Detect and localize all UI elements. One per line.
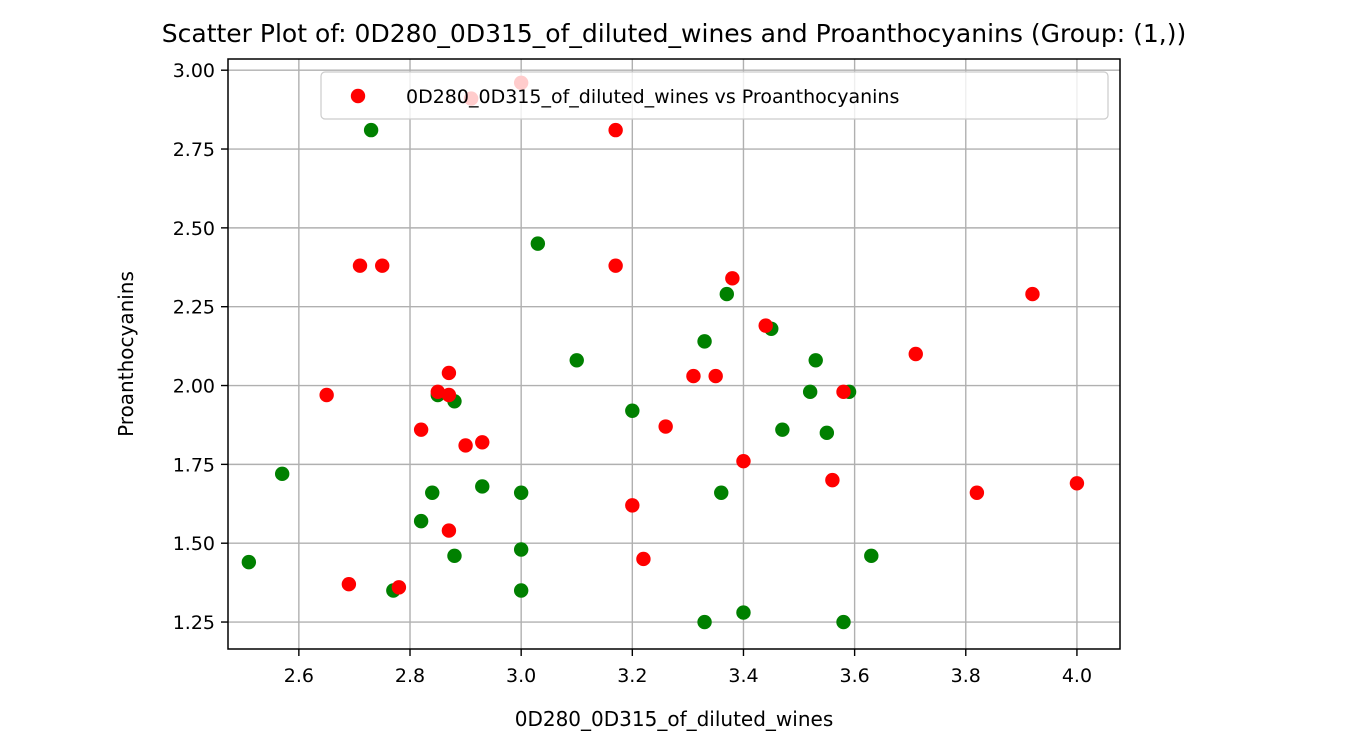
data-point — [802, 384, 818, 400]
data-point — [458, 438, 473, 453]
y-tick-label: 2.00 — [173, 376, 215, 398]
data-point — [413, 422, 429, 437]
data-point — [775, 422, 790, 437]
data-point — [808, 353, 823, 368]
data-point — [441, 387, 457, 403]
data-point — [241, 554, 257, 570]
data-point — [697, 614, 712, 630]
x-tick-label: 3.8 — [951, 665, 981, 687]
data-point — [736, 605, 751, 620]
data-point — [819, 425, 835, 441]
y-tick-label: 2.25 — [173, 297, 215, 319]
y-tick-label: 2.75 — [173, 139, 215, 161]
y-tick-label: 3.00 — [173, 60, 215, 82]
data-point — [513, 583, 529, 598]
plot-frame — [227, 58, 1121, 650]
x-tick-label: 3.4 — [728, 665, 758, 687]
chart-title: Scatter Plot of: 0D280_0D315_of_diluted_… — [162, 19, 1186, 48]
x-tick-label: 3.0 — [506, 665, 536, 687]
data-point — [1025, 286, 1040, 302]
data-point — [864, 548, 879, 564]
data-point — [969, 485, 985, 500]
data-point — [825, 472, 840, 488]
data-point — [758, 318, 773, 333]
data-point — [341, 576, 357, 592]
x-tick-label: 2.6 — [284, 665, 314, 687]
data-point — [708, 368, 723, 384]
data-point — [608, 258, 623, 273]
data-point — [686, 368, 701, 384]
data-point — [608, 122, 623, 138]
data-point — [430, 384, 446, 400]
x-tick-label: 3.6 — [840, 665, 870, 687]
data-point — [530, 236, 546, 251]
data-point — [513, 542, 529, 557]
data-point — [425, 485, 440, 500]
legend-marker — [350, 88, 366, 104]
data-point — [441, 523, 457, 538]
data-point — [714, 485, 729, 500]
x-axis-label: 0D280_0D315_of_diluted_wines — [515, 707, 834, 731]
y-axis-ticks: 1.25 1.50 1.75 2.00 2.25 2.50 2.75 3.00 — [173, 60, 228, 634]
data-point — [274, 466, 290, 482]
x-tick-label: 3.2 — [617, 665, 647, 687]
y-tick-label: 2.50 — [173, 218, 215, 240]
data-points — [241, 75, 1085, 630]
data-point — [352, 258, 368, 273]
data-point — [569, 353, 584, 368]
data-point — [413, 513, 429, 529]
data-point — [475, 479, 490, 494]
data-point — [625, 498, 640, 513]
data-point — [736, 454, 751, 469]
y-tick-label: 1.50 — [173, 533, 215, 555]
data-point — [658, 419, 673, 434]
data-point — [319, 387, 334, 403]
data-point — [625, 403, 640, 418]
x-tick-label: 4.0 — [1062, 665, 1092, 687]
data-point — [836, 384, 851, 400]
legend: 0D280_0D315_of_diluted_wines vs Proantho… — [320, 71, 1109, 120]
data-point — [363, 122, 379, 138]
data-point — [441, 365, 457, 381]
gridlines — [228, 59, 1120, 649]
data-point — [697, 334, 712, 349]
data-point — [636, 551, 651, 567]
data-point — [908, 346, 923, 362]
data-point — [719, 286, 734, 302]
data-point — [447, 548, 462, 564]
data-point — [725, 271, 740, 286]
y-tick-label: 1.75 — [173, 454, 215, 476]
legend-box — [320, 71, 1109, 120]
data-point — [375, 258, 390, 273]
data-point — [475, 435, 490, 450]
x-axis-ticks: 2.6 2.8 3.0 3.2 3.4 3.6 3.8 4.0 — [284, 649, 1092, 687]
data-point — [513, 485, 529, 500]
y-tick-label: 1.25 — [173, 612, 215, 634]
data-point — [1069, 476, 1085, 491]
x-tick-label: 2.8 — [395, 665, 425, 687]
data-point — [836, 614, 851, 630]
data-point — [391, 580, 407, 595]
y-axis-label: Proanthocyanins — [114, 271, 138, 437]
legend-label: 0D280_0D315_of_diluted_wines vs Proantho… — [406, 86, 899, 108]
